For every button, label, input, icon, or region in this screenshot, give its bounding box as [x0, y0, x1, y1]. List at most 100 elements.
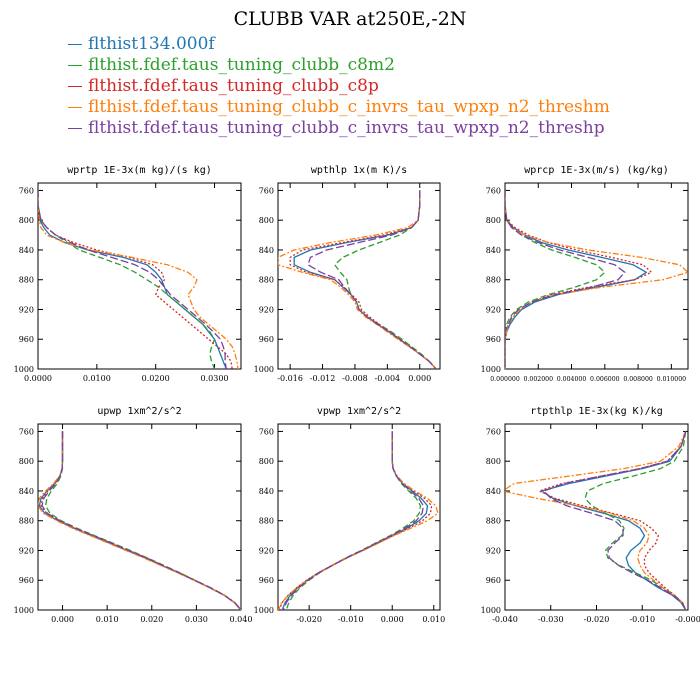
x-tick-label: 0.006000 — [590, 376, 620, 383]
legend-entry: flthist.fdef.taus_tuning_clubb_c8p — [68, 76, 610, 97]
x-tick-label: -0.008 — [342, 374, 368, 383]
chart-panel: wpthlp 1x(m K)/s7608008408809209601000-0… — [254, 165, 441, 383]
plot-frame — [37, 423, 242, 611]
series-line — [282, 431, 425, 610]
y-tick-label: 840 — [259, 246, 274, 255]
y-tick-label: 840 — [259, 487, 274, 496]
x-tick-label: 0.0300 — [201, 374, 229, 383]
x-tick-label: 0.000000 — [490, 376, 520, 383]
series-line — [505, 431, 687, 610]
series-line — [505, 190, 653, 369]
y-tick-label: 880 — [259, 517, 274, 526]
series-line — [334, 190, 437, 369]
series-line — [40, 431, 241, 610]
x-tick-label: -0.010 — [629, 615, 655, 624]
y-tick-label: 920 — [19, 546, 34, 555]
legend-label: flthist134.000f — [88, 34, 215, 54]
panel-title: wprtp 1E-3x(m kg)/(s kg) — [67, 165, 212, 176]
x-tick-label: 0.000 — [51, 615, 74, 624]
plot-frame — [277, 182, 441, 370]
y-tick-label: 920 — [259, 305, 274, 314]
x-tick-label: 0.0100 — [83, 374, 111, 383]
x-tick-label: -0.030 — [538, 615, 564, 624]
y-tick-label: 760 — [19, 186, 34, 195]
series-line — [540, 431, 687, 610]
x-tick-label: 0.0200 — [142, 374, 170, 383]
y-tick-label: 880 — [486, 276, 501, 285]
y-tick-label: 880 — [19, 517, 34, 526]
y-tick-label: 840 — [486, 487, 501, 496]
figure-title: CLUBB VAR at250E,-2N — [233, 8, 467, 30]
panel-title: wprcp 1E-3x(m/s) (kg/kg) — [524, 165, 669, 176]
y-tick-label: 840 — [19, 246, 34, 255]
panel-title: rtpthlp 1E-3x(kg K)/kg — [530, 406, 662, 417]
y-tick-label: 1000 — [254, 606, 274, 615]
series-line — [38, 190, 239, 369]
y-tick-label: 840 — [19, 487, 34, 496]
y-tick-label: 920 — [259, 546, 274, 555]
chart-panel: rtpthlp 1E-3x(kg K)/kg 760 800 840 880 920 960… — [481, 406, 700, 624]
series-line — [543, 431, 687, 610]
y-tick-label: 800 — [486, 216, 501, 225]
x-tick-label: 0.030 — [185, 615, 208, 624]
series-line — [38, 190, 227, 369]
y-tick-label: 800 — [486, 457, 501, 466]
x-tick-label: 0.004000 — [557, 376, 587, 383]
y-tick-label: 960 — [259, 576, 274, 585]
panel-title: wpthlp 1x(m K)/s — [311, 165, 407, 176]
y-tick-label: 760 — [259, 186, 274, 195]
x-tick-label: 0.010 — [96, 615, 119, 624]
x-tick-label: -0.020 — [296, 615, 322, 624]
y-tick-label: 800 — [19, 216, 34, 225]
y-tick-label: 1000 — [254, 365, 274, 374]
series-line — [307, 190, 437, 369]
y-tick-label: 960 — [19, 576, 34, 585]
y-tick-label: 880 — [19, 276, 34, 285]
series-line — [505, 190, 648, 369]
legend-label: flthist.fdef.taus_tuning_clubb_c_invrs_t… — [88, 118, 605, 138]
series-line — [285, 431, 422, 610]
series-line — [278, 190, 437, 369]
legend-label: flthist.fdef.taus_tuning_clubb_c_invrs_t… — [88, 97, 610, 117]
y-tick-label: 800 — [19, 457, 34, 466]
y-tick-label: 840 — [486, 246, 501, 255]
series-line — [505, 190, 606, 369]
y-tick-label: 1000 — [14, 606, 34, 615]
y-tick-label: 800 — [259, 457, 274, 466]
legend: flthist134.000f flthist.fdef.taus_tuning… — [68, 34, 610, 139]
y-tick-label: 920 — [486, 305, 501, 314]
plot-frame — [504, 182, 689, 370]
y-tick-label: 760 — [259, 427, 274, 436]
x-tick-label: -0.000 — [675, 615, 700, 624]
series-line — [505, 190, 626, 369]
x-tick-label: -0.040 — [492, 615, 518, 624]
y-tick-label: 920 — [486, 546, 501, 555]
legend-label: flthist.fdef.taus_tuning_clubb_c8m2 — [88, 55, 395, 75]
x-tick-label: -0.004 — [375, 374, 401, 383]
y-tick-label: 800 — [259, 216, 274, 225]
series-line — [38, 190, 233, 369]
y-tick-label: 960 — [259, 335, 274, 344]
legend-swatch — [68, 44, 82, 45]
y-tick-label: 760 — [486, 427, 501, 436]
x-tick-label: -0.012 — [310, 374, 336, 383]
series-line — [38, 190, 227, 369]
x-tick-label: 0.010 — [422, 615, 445, 624]
chart-panel: upwp 1xm^2/s^2 760 800 840 880 920 960 1000 0.00… — [14, 406, 253, 624]
chart-panel: wprtp 1E-3x(m kg)/(s kg) 760 800 840 880 920 9… — [14, 165, 242, 383]
panel-title: upwp 1xm^2/s^2 — [97, 406, 181, 417]
y-tick-label: 1000 — [14, 365, 34, 374]
x-tick-label: -0.016 — [277, 374, 303, 383]
legend-entry: flthist.fdef.taus_tuning_clubb_c8m2 — [68, 55, 610, 76]
series-line — [278, 431, 439, 610]
series-line — [41, 431, 241, 610]
series-line — [38, 431, 241, 610]
legend-entry: flthist134.000f — [68, 34, 610, 55]
y-tick-label: 760 — [19, 427, 34, 436]
series-line — [38, 190, 216, 369]
legend-swatch — [68, 128, 82, 129]
y-tick-label: 880 — [486, 517, 501, 526]
plot-frame — [277, 423, 441, 611]
plot-frame — [504, 423, 689, 611]
chart-panel: vpwp 1xm^2/s^2 760 800 840 880 920 960 1000 -0.0… — [254, 406, 446, 624]
